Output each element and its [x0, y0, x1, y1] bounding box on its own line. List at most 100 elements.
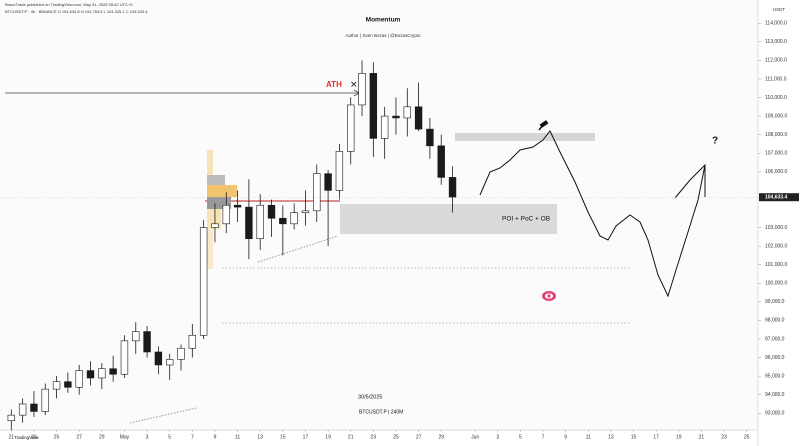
x-tick-label: 9 — [564, 434, 567, 440]
y-tick-label: 94,000.0 — [765, 392, 785, 398]
y-tick-label: 99,000.0 — [765, 299, 785, 305]
y-tick-label: 101,000.0 — [765, 262, 787, 268]
candle-body — [52, 381, 61, 390]
x-tick-label: 5 — [168, 434, 171, 440]
volume-profile — [207, 150, 237, 269]
candle-body — [426, 128, 434, 147]
hammer-handle — [538, 124, 544, 131]
candle-body — [437, 145, 445, 178]
axis-unit: USDT — [773, 7, 786, 12]
candle-body — [75, 370, 83, 388]
candle-body — [380, 115, 389, 139]
x-tick-label: 29 — [438, 434, 444, 440]
candle-body — [120, 340, 129, 375]
x-tick-label: 21 — [699, 434, 705, 440]
candle-body — [414, 106, 423, 130]
candle-body — [211, 223, 219, 228]
y-tick-label: 95,000.0 — [765, 373, 785, 379]
candle-body — [313, 173, 321, 212]
candle-body — [222, 204, 230, 225]
candle-body — [358, 73, 366, 106]
x-tick-label: 25 — [744, 434, 750, 440]
candle-body — [98, 368, 106, 379]
candle-body — [279, 217, 287, 225]
y-tick-label: 97,000.0 — [765, 336, 785, 342]
x-tick-label: 17 — [653, 434, 659, 440]
annotation: ATH — [326, 80, 342, 89]
x-tick-label: 23 — [721, 434, 727, 440]
profile-bar — [207, 150, 213, 180]
chart-subtitle: Author | Sven Bozas | @BozasCrypto — [346, 33, 421, 38]
y-tick-label: 106,000.0 — [765, 169, 787, 175]
x-tick-label: 25 — [54, 434, 60, 440]
candle-body — [41, 388, 49, 412]
candle-body — [347, 104, 355, 152]
projection-path — [674, 163, 706, 199]
y-tick-label: 111,000.0 — [765, 76, 787, 82]
candle-body — [403, 106, 411, 119]
annotation: BTCUSDT.P | 240M — [359, 409, 403, 415]
x-tick-label: 23 — [371, 434, 377, 440]
y-tick-label: 112,000.0 — [765, 58, 787, 64]
eye-icon — [542, 291, 556, 301]
candle-body — [290, 212, 298, 225]
ath-cross: ✕ — [350, 79, 358, 89]
x-tick-label: Jun — [471, 434, 479, 440]
y-tick-label: 102,000.0 — [765, 243, 787, 249]
brand: TradingView — [14, 435, 40, 440]
x-tick-label: 9 — [214, 434, 217, 440]
x-tick-label: 19 — [325, 434, 331, 440]
x-tick-label: 21 — [9, 434, 15, 440]
y-tick-label: 107,000.0 — [765, 151, 787, 157]
x-tick-label: 7 — [191, 434, 194, 440]
trend-line — [257, 235, 339, 263]
trend-line — [129, 407, 197, 424]
candle-body — [18, 403, 27, 416]
candle-body — [7, 414, 16, 422]
candle-body — [132, 331, 140, 342]
x-tick-label: 29 — [99, 434, 105, 440]
x-tick-label: 27 — [76, 434, 82, 440]
x-tick-label: 7 — [542, 434, 545, 440]
x-tick-label: 3 — [496, 434, 499, 440]
y-tick-label: 108,000.0 — [765, 132, 787, 138]
y-tick-label: 114,000.0 — [765, 21, 787, 27]
y-tick-label: 96,000.0 — [765, 355, 785, 361]
x-tick-label: 27 — [416, 434, 422, 440]
profile-bar — [207, 229, 213, 269]
x-tick-label: 19 — [676, 434, 682, 440]
y-tick-label: 93,000.0 — [765, 411, 785, 417]
x-tick-label: 11 — [235, 434, 240, 440]
annotation: POI + PoC + OB — [502, 216, 550, 223]
x-tick-label: 15 — [280, 434, 286, 440]
profile-bar — [207, 175, 225, 185]
x-tick-label: 21 — [348, 434, 354, 440]
candle-body — [109, 368, 117, 375]
y-tick-label: 100,000.0 — [765, 281, 787, 287]
x-tick-label: 23 — [31, 434, 37, 440]
y-tick-label: 110,000.0 — [765, 95, 787, 101]
candle-body — [154, 351, 163, 366]
x-tick-label: 3 — [146, 434, 149, 440]
candle-body — [392, 115, 400, 119]
poi-zone — [340, 204, 557, 234]
header-line: BTCUSDT.P · 4h · BINANCE O 104,634.8 H 1… — [5, 9, 148, 14]
candle-body — [177, 347, 185, 360]
y-tick-label: 109,000.0 — [765, 113, 787, 119]
candle-body — [143, 331, 151, 353]
y-tick-label: 98,000.0 — [765, 318, 785, 324]
candle-body — [245, 206, 253, 239]
candle-body — [267, 204, 276, 219]
candle-body — [188, 334, 197, 349]
candle-body — [233, 204, 242, 208]
x-tick-label: 17 — [303, 434, 309, 440]
header-line: BravoTrade published on TradingView.com,… — [5, 2, 133, 7]
x-tick-label: 13 — [608, 434, 614, 440]
x-tick-label: 25 — [393, 434, 399, 440]
y-tick-label: 103,000.0 — [765, 225, 787, 231]
candle-body — [335, 151, 344, 191]
x-tick-label: 13 — [257, 434, 263, 440]
hammer-icon — [538, 120, 549, 131]
